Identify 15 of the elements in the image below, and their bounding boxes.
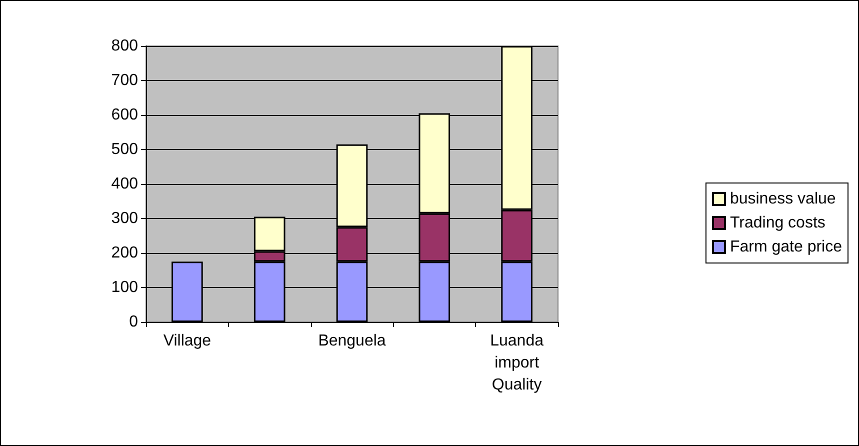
y-tick-label: 400 xyxy=(111,176,138,192)
y-tick-label: 100 xyxy=(111,279,138,296)
y-tick-label: 800 xyxy=(111,38,138,54)
y-tick-label: 500 xyxy=(111,141,138,158)
y-tick-label: 300 xyxy=(111,210,138,227)
y-tick-label: 700 xyxy=(111,72,138,89)
y-tick-label: 200 xyxy=(111,244,138,262)
y-tick-label: 0 xyxy=(129,314,138,330)
legend-label: Trading costs xyxy=(730,214,826,232)
x-tick-label: Benguela xyxy=(318,332,386,350)
x-tick-label: Luanda import Quality xyxy=(490,332,544,394)
legend-label: business value xyxy=(730,190,836,208)
y-tick-label: 600 xyxy=(111,106,138,124)
legend-label: Farm gate price xyxy=(730,238,842,256)
x-tick-label: Village xyxy=(163,332,212,350)
